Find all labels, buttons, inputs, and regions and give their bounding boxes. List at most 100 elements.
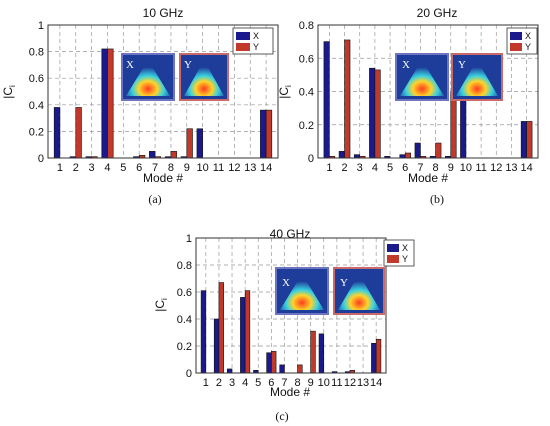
- field-pattern-image: [126, 60, 170, 96]
- bar-y: [344, 39, 351, 159]
- y-axis-label-sub: i: [160, 298, 169, 300]
- y-tick-labels: 0 0.2 0.4 0.6 0.8 1: [29, 20, 44, 165]
- legend-swatch-y: [236, 43, 250, 51]
- bar-x: [227, 368, 233, 374]
- x-tick-label: 1: [203, 377, 209, 389]
- x-tick-label: 9: [448, 162, 454, 174]
- x-tick-label: 8: [294, 377, 300, 389]
- x-tick-label: 3: [357, 162, 363, 174]
- x-tick-label: 5: [255, 377, 261, 389]
- legend-swatch-x: [236, 32, 250, 40]
- bar-x: [279, 364, 285, 374]
- inset-label: Y: [458, 59, 466, 71]
- x-tick-label: 2: [73, 162, 79, 174]
- bar-x: [260, 109, 267, 159]
- y-axis-label-sub: i: [284, 85, 293, 87]
- bar-x: [414, 142, 421, 159]
- y-tick-label: 0.6: [29, 73, 44, 85]
- chart-panel-a: 10 GHz 00.20.40.60.81 1 2 3 4 5 6 7 8 9 10 11 12 13 1…: [1, 6, 279, 206]
- x-tick-label: 7: [281, 377, 287, 389]
- x-tick-label: 8: [433, 162, 439, 174]
- y-tick-labels: 0 0.2 0.4 0.6 0.8 1: [177, 233, 192, 380]
- inset-image-y: Y: [179, 53, 229, 101]
- bars: [200, 282, 382, 374]
- inset-label: Y: [340, 277, 348, 289]
- bar-x: [240, 297, 246, 374]
- x-axis-label: Mode #: [143, 171, 183, 185]
- y-axis-label-main: |C: [1, 87, 15, 99]
- x-axis-label: Mode #: [270, 385, 310, 399]
- x-tick-label: 11: [213, 162, 224, 174]
- x-tick-label: 6: [136, 162, 142, 174]
- chart-panel-b: 20 GHz 00.20.40.60.8 1 2 3 4 5 6 7 8 9 10 11 12 13 14…: [277, 6, 539, 206]
- y-tick-label: 0.2: [29, 126, 44, 138]
- inset-image-x: X: [275, 267, 329, 315]
- bar-x: [53, 107, 61, 159]
- y-tick-label: 0.6: [177, 287, 192, 299]
- y-axis-label: |Ci: [153, 298, 169, 312]
- x-tick-labels: 1 2 3 4 5 6 7 8 9 10 11 12 13 14: [57, 162, 272, 174]
- bar-y: [404, 152, 412, 159]
- plot-frame: [47, 24, 279, 159]
- x-tick-label: 3: [229, 377, 235, 389]
- field-pattern-image: [280, 274, 324, 310]
- field-pattern-image: [456, 60, 498, 96]
- bar-y: [310, 330, 316, 374]
- x-tick-label: 10: [197, 162, 209, 174]
- x-tick-label: 13: [244, 162, 256, 174]
- x-tick-label: 12: [344, 377, 356, 389]
- y-tick-label: 0.8: [29, 47, 44, 59]
- y-tick-label: 0: [308, 153, 314, 165]
- inset-label: Y: [184, 59, 192, 71]
- inset-label: X: [126, 59, 134, 71]
- bar-y: [375, 338, 382, 374]
- bar-x: [196, 128, 203, 159]
- plot-frame: [317, 24, 539, 159]
- y-tick-label: 0.4: [29, 100, 44, 112]
- bar-y: [374, 69, 381, 159]
- x-axis-label: Mode #: [408, 171, 448, 185]
- plot-frame: [195, 237, 387, 374]
- y-tick-label: 1: [38, 20, 44, 32]
- chart-title: 20 GHz: [417, 6, 458, 20]
- legend-label-y: Y: [253, 42, 259, 52]
- x-tick-label: 3: [89, 162, 95, 174]
- x-tick-labels: 1 2 3 4 5 6 7 8 9 10 11 12 13 14: [326, 162, 532, 174]
- bar-y: [170, 151, 177, 159]
- bar-x: [149, 151, 156, 159]
- bar-y: [75, 107, 82, 159]
- chart-panel-c: 40 GHz 00.20.40.60.81 1 2 3 4 5 6 7 8 9 10 11 12 13 1…: [153, 227, 415, 423]
- x-tick-label: 4: [242, 377, 248, 389]
- legend-swatch-y: [510, 43, 522, 51]
- inset-image-x: X: [121, 53, 175, 101]
- inset-label: X: [402, 59, 410, 71]
- field-pattern-image: [338, 274, 380, 310]
- x-tick-labels: 1 2 3 4 5 6 7 8 9 10 11 12 13 14: [203, 377, 383, 389]
- x-tick-label: 2: [216, 377, 222, 389]
- x-tick-label: 7: [152, 162, 158, 174]
- x-tick-label: 9: [308, 377, 314, 389]
- x-tick-label: 6: [268, 377, 274, 389]
- y-tick-label: 0.8: [177, 260, 192, 272]
- bar-y: [435, 142, 442, 159]
- legend-label-x: X: [402, 243, 408, 253]
- bar-x: [520, 121, 527, 159]
- y-tick-label: 0: [38, 153, 44, 165]
- x-tick-label: 14: [370, 377, 382, 389]
- bar-x: [338, 151, 345, 159]
- y-axis-label-main: |C: [277, 87, 291, 99]
- y-tick-label: 0: [186, 368, 192, 380]
- x-tick-label: 4: [372, 162, 378, 174]
- x-tick-label: 10: [460, 162, 472, 174]
- bars: [323, 39, 533, 159]
- y-tick-label: 0.4: [177, 314, 192, 326]
- x-tick-label: 1: [57, 162, 63, 174]
- bar-y: [265, 109, 273, 159]
- bar-x: [369, 67, 376, 159]
- legend-swatch-x: [387, 244, 399, 252]
- bar-x: [101, 48, 108, 159]
- legend-swatch-x: [510, 32, 522, 40]
- field-pattern-image: [184, 60, 224, 96]
- y-axis-label-main: |C: [153, 300, 167, 312]
